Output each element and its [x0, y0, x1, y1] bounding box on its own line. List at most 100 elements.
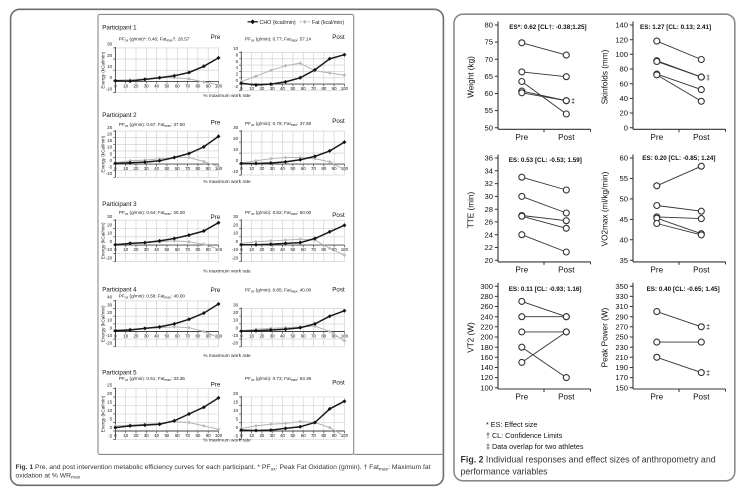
svg-text:60: 60	[175, 433, 180, 438]
svg-text:† CL: Confidence Limits: † CL: Confidence Limits	[486, 431, 563, 440]
svg-text:90: 90	[332, 86, 337, 91]
svg-text:30: 30	[107, 302, 113, 307]
svg-text:PFox (g/min): 0.57; Fatmax: 37: PFox (g/min): 0.57; Fatmax: 37.50	[119, 122, 186, 128]
svg-text:Pre: Pre	[211, 382, 221, 389]
svg-text:% maximum work rate: % maximum work rate	[203, 438, 251, 444]
svg-text:0: 0	[110, 158, 113, 163]
svg-text:Pre: Pre	[211, 287, 221, 294]
svg-text:60: 60	[620, 154, 628, 163]
svg-text:0: 0	[110, 239, 113, 244]
svg-text:30: 30	[144, 334, 149, 339]
svg-text:Post: Post	[332, 118, 345, 125]
svg-text:65: 65	[485, 72, 493, 81]
svg-text:30: 30	[144, 83, 149, 88]
svg-text:20: 20	[233, 310, 239, 315]
svg-text:VO2max (ml/kg/min): VO2max (ml/kg/min)	[601, 171, 610, 246]
svg-text:40: 40	[154, 166, 159, 171]
svg-text:0: 0	[110, 325, 113, 330]
svg-text:80: 80	[321, 433, 326, 438]
svg-text:100: 100	[215, 433, 223, 438]
svg-text:50: 50	[290, 166, 295, 171]
svg-text:Participant 4: Participant 4	[102, 287, 137, 294]
svg-text:270: 270	[615, 322, 628, 331]
svg-text:performance variables: performance variables	[461, 467, 549, 477]
svg-text:Pre: Pre	[211, 120, 221, 127]
svg-text:* ES: Effect size: * ES: Effect size	[486, 420, 537, 429]
svg-text:40: 40	[280, 86, 285, 91]
svg-text:70: 70	[185, 247, 190, 252]
svg-text:60: 60	[175, 166, 180, 171]
svg-text:80: 80	[321, 247, 326, 252]
svg-text:PFox (g/min): 0.51; Fatmax: 33: PFox (g/min): 0.51; Fatmax: 33.36	[119, 376, 186, 382]
svg-text:15: 15	[233, 399, 239, 404]
svg-text:Energy (kCal/min): Energy (kCal/min)	[101, 305, 106, 342]
svg-text:40: 40	[280, 247, 285, 252]
svg-text:70: 70	[185, 166, 190, 171]
svg-text:70: 70	[311, 247, 316, 252]
svg-text:60: 60	[301, 247, 306, 252]
svg-text:20: 20	[107, 391, 113, 396]
svg-text:20: 20	[259, 166, 264, 171]
svg-text:25: 25	[107, 125, 113, 130]
svg-text:0: 0	[624, 123, 628, 132]
svg-text:34: 34	[485, 166, 493, 175]
svg-text:0: 0	[236, 78, 239, 83]
svg-text:‡: ‡	[706, 75, 710, 82]
svg-text:Post: Post	[558, 393, 575, 402]
svg-text:Post: Post	[693, 133, 710, 142]
svg-text:40: 40	[620, 94, 628, 103]
svg-text:50: 50	[164, 83, 169, 88]
svg-text:ES: 0.11 [CL: -0.93; 1.16]: ES: 0.11 [CL: -0.93; 1.16]	[509, 286, 582, 293]
svg-text:10: 10	[107, 408, 113, 413]
svg-text:30: 30	[233, 125, 239, 130]
svg-text:28: 28	[485, 205, 493, 214]
svg-text:-5: -5	[234, 433, 238, 438]
svg-text:% maximum work rate: % maximum work rate	[203, 353, 251, 359]
svg-text:80: 80	[321, 334, 326, 339]
svg-text:80: 80	[620, 65, 628, 74]
svg-text:32: 32	[485, 179, 493, 188]
svg-text:30: 30	[233, 214, 239, 219]
svg-text:140: 140	[480, 363, 493, 372]
svg-text:10: 10	[107, 231, 113, 236]
svg-text:0: 0	[110, 75, 113, 80]
svg-text:220: 220	[480, 322, 493, 331]
svg-text:60: 60	[175, 247, 180, 252]
svg-text:26: 26	[485, 218, 493, 227]
svg-text:120: 120	[615, 35, 628, 44]
svg-text:30: 30	[270, 247, 275, 252]
svg-text:60: 60	[620, 79, 628, 88]
svg-text:ES*: 0.62 [CL†: -0.38;1.25]: ES*: 0.62 [CL†: -0.38;1.25]	[509, 24, 586, 31]
svg-text:60: 60	[175, 83, 180, 88]
svg-text:50: 50	[164, 166, 169, 171]
svg-text:40: 40	[154, 433, 159, 438]
svg-text:250: 250	[615, 333, 628, 342]
svg-text:Pre: Pre	[515, 393, 528, 402]
svg-text:Peak Power (W): Peak Power (W)	[601, 307, 610, 367]
svg-text:Pre: Pre	[650, 265, 663, 274]
svg-text:70: 70	[185, 433, 190, 438]
svg-text:50: 50	[164, 334, 169, 339]
svg-text:60: 60	[301, 166, 306, 171]
svg-text:-20: -20	[106, 341, 113, 346]
svg-text:Post: Post	[558, 133, 575, 142]
svg-text:70: 70	[311, 166, 316, 171]
svg-text:4: 4	[236, 65, 239, 70]
svg-text:0: 0	[110, 425, 113, 430]
svg-text:40: 40	[154, 334, 159, 339]
svg-text:10: 10	[249, 166, 254, 171]
svg-text:80: 80	[321, 86, 326, 91]
svg-text:30: 30	[270, 334, 275, 339]
svg-text:Energy (kCal/min): Energy (kCal/min)	[101, 51, 106, 88]
svg-text:Skinfolds (mm): Skinfolds (mm)	[601, 49, 610, 104]
svg-text:Post: Post	[693, 393, 710, 402]
svg-text:-20: -20	[232, 256, 239, 261]
svg-text:PFox (g/min): 0.85; Fatmax: 40: PFox (g/min): 0.85; Fatmax: 40.00	[245, 288, 312, 294]
svg-text:-20: -20	[232, 341, 239, 346]
svg-text:100: 100	[341, 247, 349, 252]
svg-text:40: 40	[280, 166, 285, 171]
svg-text:10: 10	[233, 318, 239, 323]
svg-text:10: 10	[233, 231, 239, 236]
svg-text:PFox (g/min): 0.73; Fatmax: 53: PFox (g/min): 0.73; Fatmax: 53.36	[245, 376, 312, 382]
svg-text:70: 70	[185, 334, 190, 339]
